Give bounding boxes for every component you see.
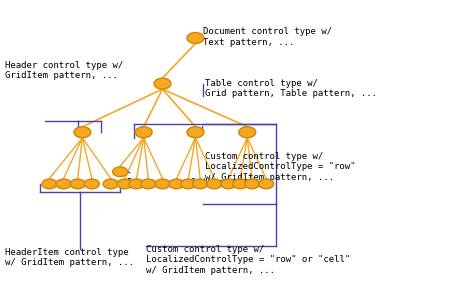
Circle shape (244, 179, 260, 189)
Circle shape (207, 179, 222, 189)
Text: Custom control type w/
LocalizedControlType = "row" or "cell"
w/ GridItem patter: Custom control type w/ LocalizedControlT… (146, 245, 350, 275)
Circle shape (221, 179, 236, 189)
Circle shape (84, 179, 99, 189)
Text: Table control type w/
Grid pattern, Table pattern, ...: Table control type w/ Grid pattern, Tabl… (205, 79, 377, 98)
Circle shape (239, 127, 256, 138)
Circle shape (141, 179, 156, 189)
Circle shape (193, 179, 208, 189)
Circle shape (233, 179, 248, 189)
Circle shape (129, 179, 144, 189)
Circle shape (155, 179, 170, 189)
Circle shape (103, 179, 118, 189)
Text: HeaderItem control type
w/ GridItem pattern, ...: HeaderItem control type w/ GridItem patt… (5, 248, 134, 267)
Circle shape (70, 179, 85, 189)
Circle shape (74, 127, 91, 138)
Text: Image control type: Image control type (127, 178, 224, 187)
Circle shape (56, 179, 71, 189)
Circle shape (113, 167, 128, 177)
Circle shape (187, 33, 204, 43)
Text: Header control type w/
GridItem pattern, ...: Header control type w/ GridItem pattern,… (5, 61, 123, 80)
Circle shape (117, 179, 132, 189)
Circle shape (181, 179, 196, 189)
Circle shape (187, 127, 204, 138)
Circle shape (42, 179, 57, 189)
Circle shape (135, 127, 152, 138)
Text: Custom control type w/
LocalizedControlType = "row"
w/ GridItem pattern, ...: Custom control type w/ LocalizedControlT… (205, 152, 356, 182)
Circle shape (259, 179, 274, 189)
Text: Document control type w/
Text pattern, ...: Document control type w/ Text pattern, .… (203, 27, 332, 47)
Circle shape (169, 179, 184, 189)
Circle shape (154, 78, 171, 89)
